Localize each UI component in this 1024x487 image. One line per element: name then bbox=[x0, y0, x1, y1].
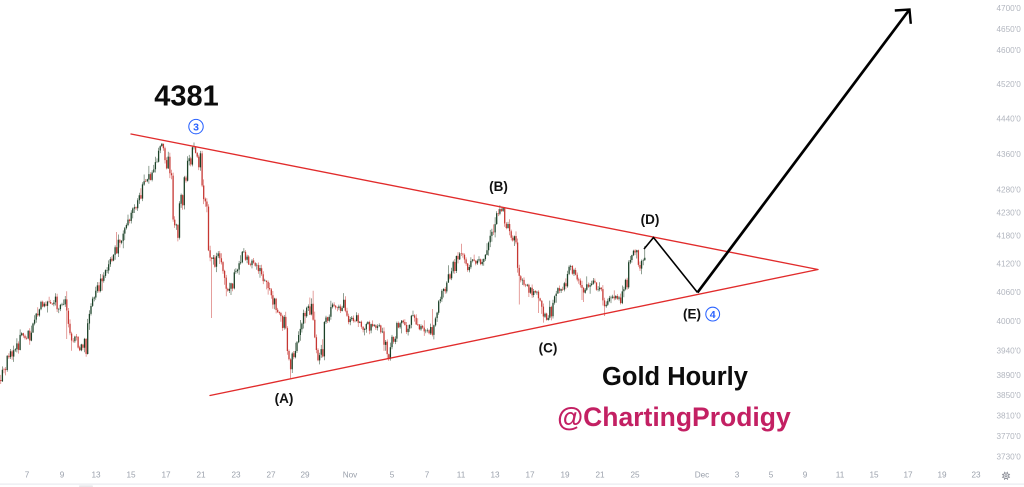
svg-text:4: 4 bbox=[710, 309, 716, 321]
svg-text:(B): (B) bbox=[489, 179, 508, 194]
svg-text:29: 29 bbox=[300, 471, 310, 480]
svg-text:25: 25 bbox=[630, 471, 640, 480]
svg-text:19: 19 bbox=[937, 471, 947, 480]
svg-text:4280'0: 4280'0 bbox=[997, 186, 1022, 195]
svg-text:11: 11 bbox=[457, 471, 466, 480]
svg-text:5: 5 bbox=[769, 471, 774, 480]
svg-text:4381: 4381 bbox=[154, 81, 219, 113]
svg-text:@ChartingProdigy: @ChartingProdigy bbox=[557, 402, 791, 432]
svg-text:4700'0: 4700'0 bbox=[997, 4, 1022, 13]
svg-text:23: 23 bbox=[971, 471, 981, 480]
svg-text:9: 9 bbox=[803, 471, 808, 480]
svg-text:9: 9 bbox=[60, 471, 65, 480]
svg-text:15: 15 bbox=[869, 471, 879, 480]
svg-text:4060'0: 4060'0 bbox=[997, 288, 1022, 297]
svg-text:13: 13 bbox=[490, 471, 500, 480]
svg-text:(C): (C) bbox=[539, 341, 558, 356]
svg-text:4520'0: 4520'0 bbox=[997, 80, 1022, 89]
svg-text:4000'0: 4000'0 bbox=[997, 317, 1022, 326]
svg-text:4360'0: 4360'0 bbox=[997, 150, 1022, 159]
svg-text:17: 17 bbox=[161, 471, 171, 480]
svg-text:23: 23 bbox=[231, 471, 241, 480]
svg-text:7: 7 bbox=[425, 471, 430, 480]
svg-text:3850'0: 3850'0 bbox=[997, 391, 1022, 400]
svg-text:17: 17 bbox=[903, 471, 913, 480]
svg-text:15: 15 bbox=[126, 471, 136, 480]
svg-text:Gold Hourly: Gold Hourly bbox=[602, 363, 749, 391]
svg-text:(E): (E) bbox=[683, 306, 701, 321]
svg-text:4120'0: 4120'0 bbox=[997, 260, 1022, 269]
svg-text:4440'0: 4440'0 bbox=[997, 115, 1022, 124]
svg-text:4180'0: 4180'0 bbox=[997, 232, 1022, 241]
svg-text:4650'0: 4650'0 bbox=[997, 25, 1022, 34]
svg-text:7: 7 bbox=[25, 471, 30, 480]
svg-text:3770'0: 3770'0 bbox=[997, 432, 1022, 441]
svg-text:Dec: Dec bbox=[695, 471, 710, 480]
svg-text:3: 3 bbox=[193, 121, 199, 133]
svg-text:17: 17 bbox=[525, 471, 535, 480]
svg-text:3890'0: 3890'0 bbox=[997, 371, 1022, 380]
svg-text:3: 3 bbox=[735, 471, 740, 480]
svg-text:21: 21 bbox=[196, 471, 206, 480]
svg-text:3730'0: 3730'0 bbox=[997, 453, 1022, 462]
svg-text:4230'0: 4230'0 bbox=[997, 209, 1022, 218]
svg-text:21: 21 bbox=[595, 471, 605, 480]
svg-text:3810'0: 3810'0 bbox=[997, 412, 1022, 421]
svg-text:11: 11 bbox=[836, 471, 845, 480]
svg-text:Nov: Nov bbox=[343, 471, 358, 480]
svg-text:4600'0: 4600'0 bbox=[997, 46, 1022, 55]
svg-text:3940'0: 3940'0 bbox=[997, 346, 1022, 355]
svg-text:19: 19 bbox=[560, 471, 570, 480]
svg-text:(D): (D) bbox=[641, 212, 660, 227]
svg-text:(A): (A) bbox=[275, 391, 294, 406]
svg-text:5: 5 bbox=[390, 471, 395, 480]
svg-text:27: 27 bbox=[266, 471, 276, 480]
svg-text:13: 13 bbox=[91, 471, 101, 480]
